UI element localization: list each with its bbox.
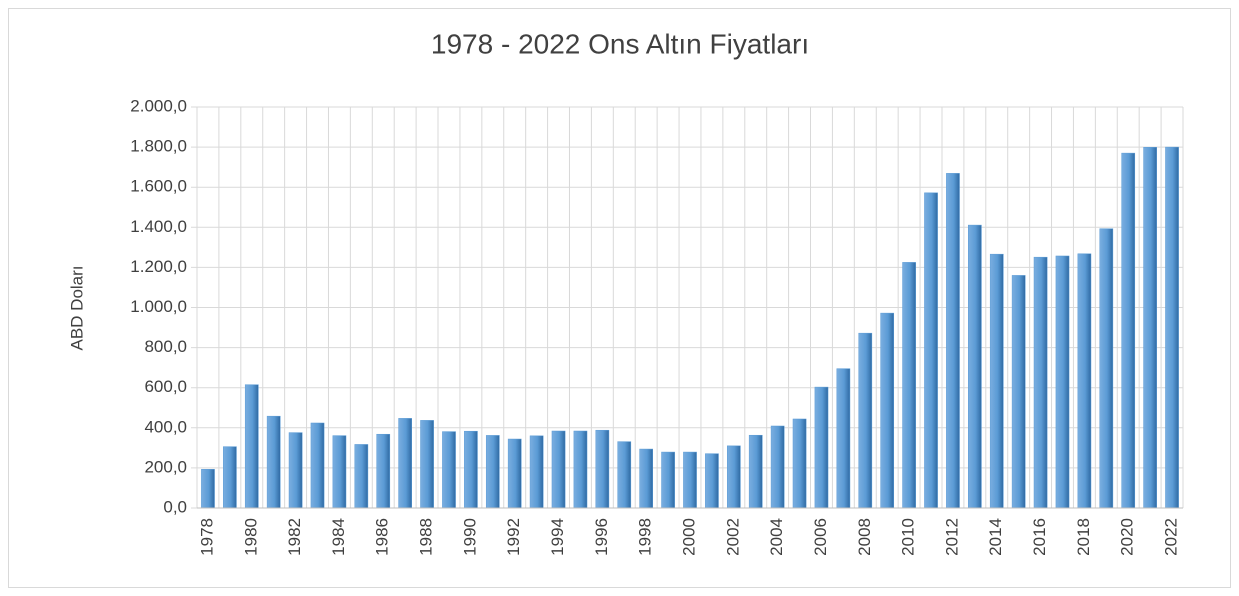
bar	[332, 435, 347, 509]
bar	[770, 425, 785, 509]
y-tick-label: 200,0	[144, 457, 187, 476]
bar	[1033, 256, 1048, 509]
bar	[880, 312, 895, 509]
bar	[288, 432, 303, 509]
bar	[573, 430, 588, 509]
bar	[420, 420, 434, 509]
y-tick-label: 1.200,0	[130, 257, 187, 276]
y-tick-label: 1.400,0	[130, 217, 187, 236]
bar	[507, 438, 522, 509]
bar	[1055, 255, 1070, 509]
chart-title: 1978 - 2022 Ons Altın Fiyatları	[431, 28, 809, 59]
y-tick-label: 1.600,0	[130, 177, 187, 196]
x-tick-label: 2006	[811, 518, 830, 556]
bar	[595, 429, 610, 509]
x-tick-label: 2022	[1162, 518, 1181, 556]
bar	[376, 433, 391, 509]
x-tick-label: 2012	[942, 518, 961, 556]
bar	[836, 368, 851, 509]
x-tick-label: 1998	[636, 518, 655, 556]
y-tick-label: 400,0	[144, 417, 187, 436]
bar	[748, 434, 763, 509]
bar	[1011, 275, 1026, 509]
bar	[661, 451, 675, 509]
y-tick-label: 2.000,0	[130, 96, 187, 115]
y-tick-label: 1.800,0	[130, 137, 187, 156]
x-tick-label: 1984	[329, 518, 348, 556]
x-tick-label: 1994	[548, 518, 567, 556]
bar	[266, 415, 281, 509]
bar	[1165, 146, 1179, 509]
bar	[398, 418, 412, 509]
x-tick-label: 1978	[197, 518, 216, 556]
x-tick-label: 2016	[1030, 518, 1049, 556]
bar	[617, 441, 632, 509]
x-tick-label: 2010	[899, 518, 918, 556]
y-tick-label: 1.000,0	[130, 297, 187, 316]
x-tick-label: 1980	[241, 518, 260, 556]
bar	[946, 173, 960, 509]
bar	[968, 224, 982, 509]
x-tick-label: 2002	[723, 518, 742, 556]
bar	[639, 448, 654, 509]
bar	[1077, 253, 1092, 509]
bar	[683, 451, 697, 509]
x-tick-label: 1982	[285, 518, 304, 556]
x-tick-label: 2014	[986, 518, 1005, 556]
bar	[1143, 147, 1157, 509]
bar	[924, 192, 938, 509]
bar	[464, 430, 478, 509]
bar	[244, 384, 259, 509]
x-tick-label: 1996	[592, 518, 611, 556]
y-axis-label: ABD Doları	[67, 265, 86, 350]
bar	[223, 446, 237, 509]
bar	[726, 445, 741, 509]
x-tick-label: 2004	[767, 518, 786, 556]
bar	[529, 435, 544, 509]
bar	[485, 435, 500, 509]
x-tick-label: 1992	[504, 518, 523, 556]
bar	[814, 386, 829, 509]
x-tick-label: 2000	[679, 518, 698, 556]
x-tick-label: 1990	[460, 518, 479, 556]
bar	[201, 469, 215, 509]
x-tick-label: 1986	[373, 518, 392, 556]
y-tick-label: 0,0	[163, 497, 187, 516]
bar	[989, 253, 1004, 509]
bar	[1099, 228, 1114, 509]
bar	[902, 262, 916, 509]
x-tick-label: 1988	[417, 518, 436, 556]
bar	[310, 422, 325, 509]
bar	[1121, 152, 1136, 509]
bar	[858, 332, 873, 509]
bar	[551, 430, 566, 509]
y-tick-label: 600,0	[144, 377, 187, 396]
x-tick-label: 2020	[1118, 518, 1137, 556]
bar	[792, 418, 807, 509]
bar	[354, 444, 369, 509]
bar	[442, 431, 456, 509]
x-tick-label: 2008	[855, 518, 874, 556]
x-tick-label: 2018	[1074, 518, 1093, 556]
y-tick-label: 800,0	[144, 337, 187, 356]
bar	[705, 453, 719, 509]
